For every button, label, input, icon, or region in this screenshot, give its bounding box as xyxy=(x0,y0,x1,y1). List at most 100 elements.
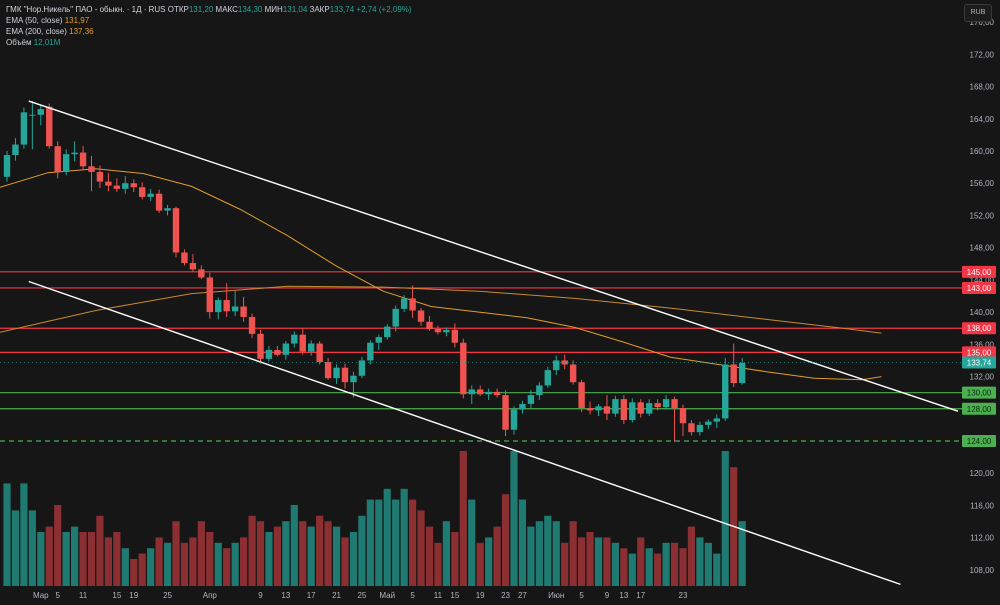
legend-ema200-row[interactable]: EMA (200, close) 137,36 xyxy=(6,26,412,37)
low-value: 131,04 xyxy=(282,5,308,14)
x-tick-label: 9 xyxy=(258,591,263,600)
candle-body xyxy=(122,183,129,189)
x-tick-label: 11 xyxy=(79,591,88,600)
x-tick-label: 17 xyxy=(636,591,645,600)
candle-body xyxy=(603,406,611,414)
volume-bar xyxy=(501,494,510,586)
candle-body xyxy=(662,399,670,408)
change-value: +2,74 (+2,09%) xyxy=(356,5,412,14)
volume-bar xyxy=(620,548,628,586)
volume-bar xyxy=(96,515,104,586)
candle-body xyxy=(713,418,720,422)
currency-button[interactable]: RUB xyxy=(964,4,992,22)
candle-body xyxy=(544,370,551,386)
x-tick-label: Июн xyxy=(548,591,564,600)
x-tick-label: 23 xyxy=(679,591,688,600)
volume-bar xyxy=(552,521,560,586)
volume-bar xyxy=(738,521,746,586)
candle-body xyxy=(519,403,526,410)
candle-body xyxy=(130,183,137,188)
candle-body xyxy=(696,424,704,433)
volume-bar xyxy=(307,526,315,586)
candle-body xyxy=(367,342,374,361)
candle-body xyxy=(502,395,509,430)
y-tick-label: 112,00 xyxy=(970,534,994,543)
volume-bar xyxy=(392,499,400,586)
last-price-label: 133,74 xyxy=(967,359,992,368)
volume-bar xyxy=(256,521,265,586)
candle-body xyxy=(164,208,171,211)
candle-body xyxy=(646,403,653,414)
volume-bar xyxy=(366,499,374,586)
candle-body xyxy=(620,399,628,421)
legend-volume-row[interactable]: Объём 12,01M xyxy=(6,37,412,48)
low-label: МИН xyxy=(264,5,283,14)
level-label-box xyxy=(962,281,996,294)
y-tick-label: 140,00 xyxy=(970,308,995,317)
candle-body xyxy=(231,306,239,312)
volume-bar xyxy=(721,451,729,586)
volume-bar xyxy=(282,521,290,586)
ema200-label: EMA (200, close) xyxy=(6,27,67,36)
y-tick-label: 156,00 xyxy=(970,179,995,188)
level-label: 130,00 xyxy=(967,389,992,398)
candle-body xyxy=(468,389,475,395)
trendline-upper xyxy=(28,100,959,412)
candle-body xyxy=(722,364,729,419)
volume-bar xyxy=(442,521,450,586)
ema50-value: 131,97 xyxy=(64,16,90,25)
candle-body xyxy=(586,407,594,411)
volume-bar xyxy=(138,553,146,586)
y-tick-label: 132,00 xyxy=(970,373,995,382)
x-tick-label: 25 xyxy=(163,591,172,600)
volume-bar xyxy=(273,526,281,586)
volume-bar xyxy=(434,542,442,586)
level-label-box xyxy=(962,402,996,415)
volume-bar xyxy=(332,526,341,586)
volume-bar xyxy=(316,515,324,586)
volume-value: 12,01M xyxy=(33,38,61,47)
volume-bar xyxy=(130,559,138,586)
volume-bar xyxy=(670,542,679,586)
legend-ema50-row[interactable]: EMA (50, close) 131,97 xyxy=(6,15,412,26)
candle-body xyxy=(3,155,11,177)
volume-bar xyxy=(662,542,670,586)
candle-body xyxy=(155,193,163,211)
y-tick-label: 108,00 xyxy=(970,566,995,575)
volume-bar xyxy=(518,499,527,586)
volume-bar xyxy=(569,521,577,586)
volume-bar xyxy=(11,510,20,586)
x-tick-label: 13 xyxy=(619,591,628,600)
level-label: 143,00 xyxy=(967,284,992,293)
candle-body xyxy=(443,329,450,333)
candle-body xyxy=(730,364,737,383)
close-label: ЗАКР xyxy=(309,5,330,14)
level-label-box xyxy=(962,435,996,447)
candle-body xyxy=(12,144,19,156)
volume-bar xyxy=(37,532,45,586)
volume-bar xyxy=(468,499,476,586)
candle-body xyxy=(738,362,746,383)
volume-bar xyxy=(375,499,383,586)
trendline-lower xyxy=(28,280,901,586)
volume-bar xyxy=(544,515,552,586)
x-tick-label: 25 xyxy=(357,591,366,600)
candle-body xyxy=(333,367,340,379)
candle-body xyxy=(434,329,442,333)
level-label: 124,00 xyxy=(967,437,992,446)
x-tick-label: 13 xyxy=(281,591,290,600)
volume-bar xyxy=(214,542,222,586)
volume-bar xyxy=(603,537,611,586)
volume-bar xyxy=(180,542,189,586)
y-tick-label: 172,00 xyxy=(970,50,995,59)
x-tick-label: 23 xyxy=(501,591,510,600)
level-label: 128,00 xyxy=(967,405,992,414)
candle-body xyxy=(358,360,366,376)
candle-body xyxy=(240,306,247,317)
level-label-box xyxy=(962,265,996,278)
candle-body xyxy=(705,421,712,425)
volume-bar xyxy=(71,526,79,586)
level-label-box xyxy=(962,346,996,359)
x-tick-label: 5 xyxy=(579,591,584,600)
